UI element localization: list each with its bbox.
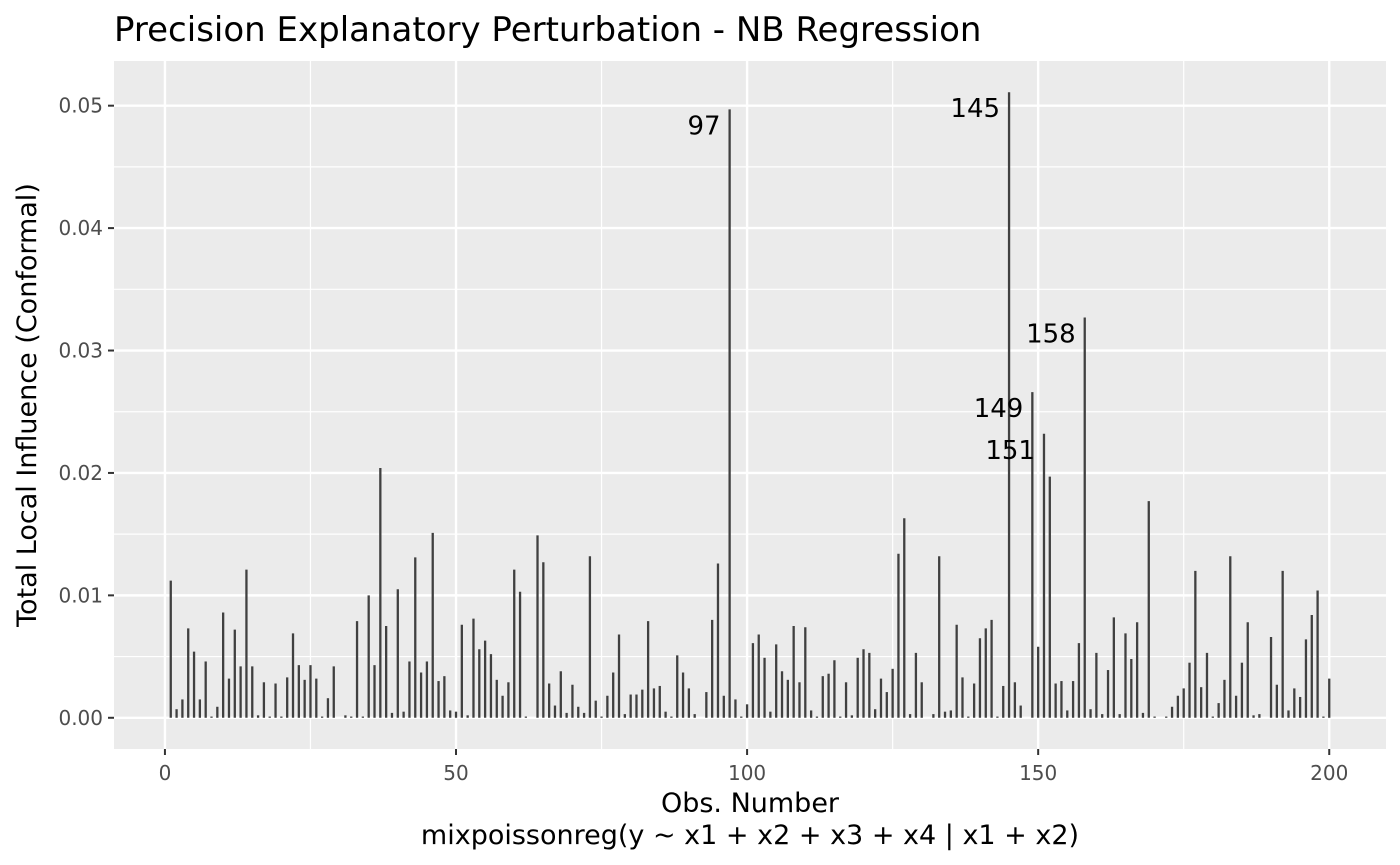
x-axis: 0 50 100 150 200: [159, 749, 1348, 785]
x-tick-label: 0: [159, 761, 172, 785]
y-tick-label: 0.00: [58, 706, 103, 730]
x-axis-subtitle: mixpoissonreg(y ~ x1 + x2 + x3 + x4 | x1…: [421, 820, 1079, 851]
y-axis: 0.00 0.01 0.02 0.03 0.04 0.05: [58, 94, 114, 730]
annotations: 97 145 158 149 151: [688, 94, 1076, 466]
data-label: 158: [1026, 319, 1076, 349]
y-tick-label: 0.05: [58, 94, 103, 118]
major-gridlines: [114, 61, 1386, 749]
x-tick-label: 200: [1310, 761, 1348, 785]
x-tick-label: 100: [728, 761, 766, 785]
y-tick-label: 0.03: [58, 339, 103, 363]
x-axis-title: Obs. Number: [661, 788, 840, 819]
x-tick-label: 50: [443, 761, 468, 785]
data-label: 149: [974, 394, 1024, 424]
y-tick-label: 0.02: [58, 461, 103, 485]
data-label: 97: [688, 111, 721, 141]
x-tick-label: 150: [1019, 761, 1057, 785]
y-axis-title: Total Local Influence (Conformal): [12, 183, 43, 628]
bars: [169, 92, 1331, 718]
plot-panel: [114, 61, 1386, 749]
data-label: 151: [985, 436, 1035, 466]
minor-gridlines: [114, 61, 1386, 749]
y-tick-label: 0.04: [58, 216, 103, 240]
chart-title: Precision Explanatory Perturbation - NB …: [114, 10, 981, 50]
y-tick-label: 0.01: [58, 583, 103, 607]
data-label: 145: [950, 94, 1000, 124]
